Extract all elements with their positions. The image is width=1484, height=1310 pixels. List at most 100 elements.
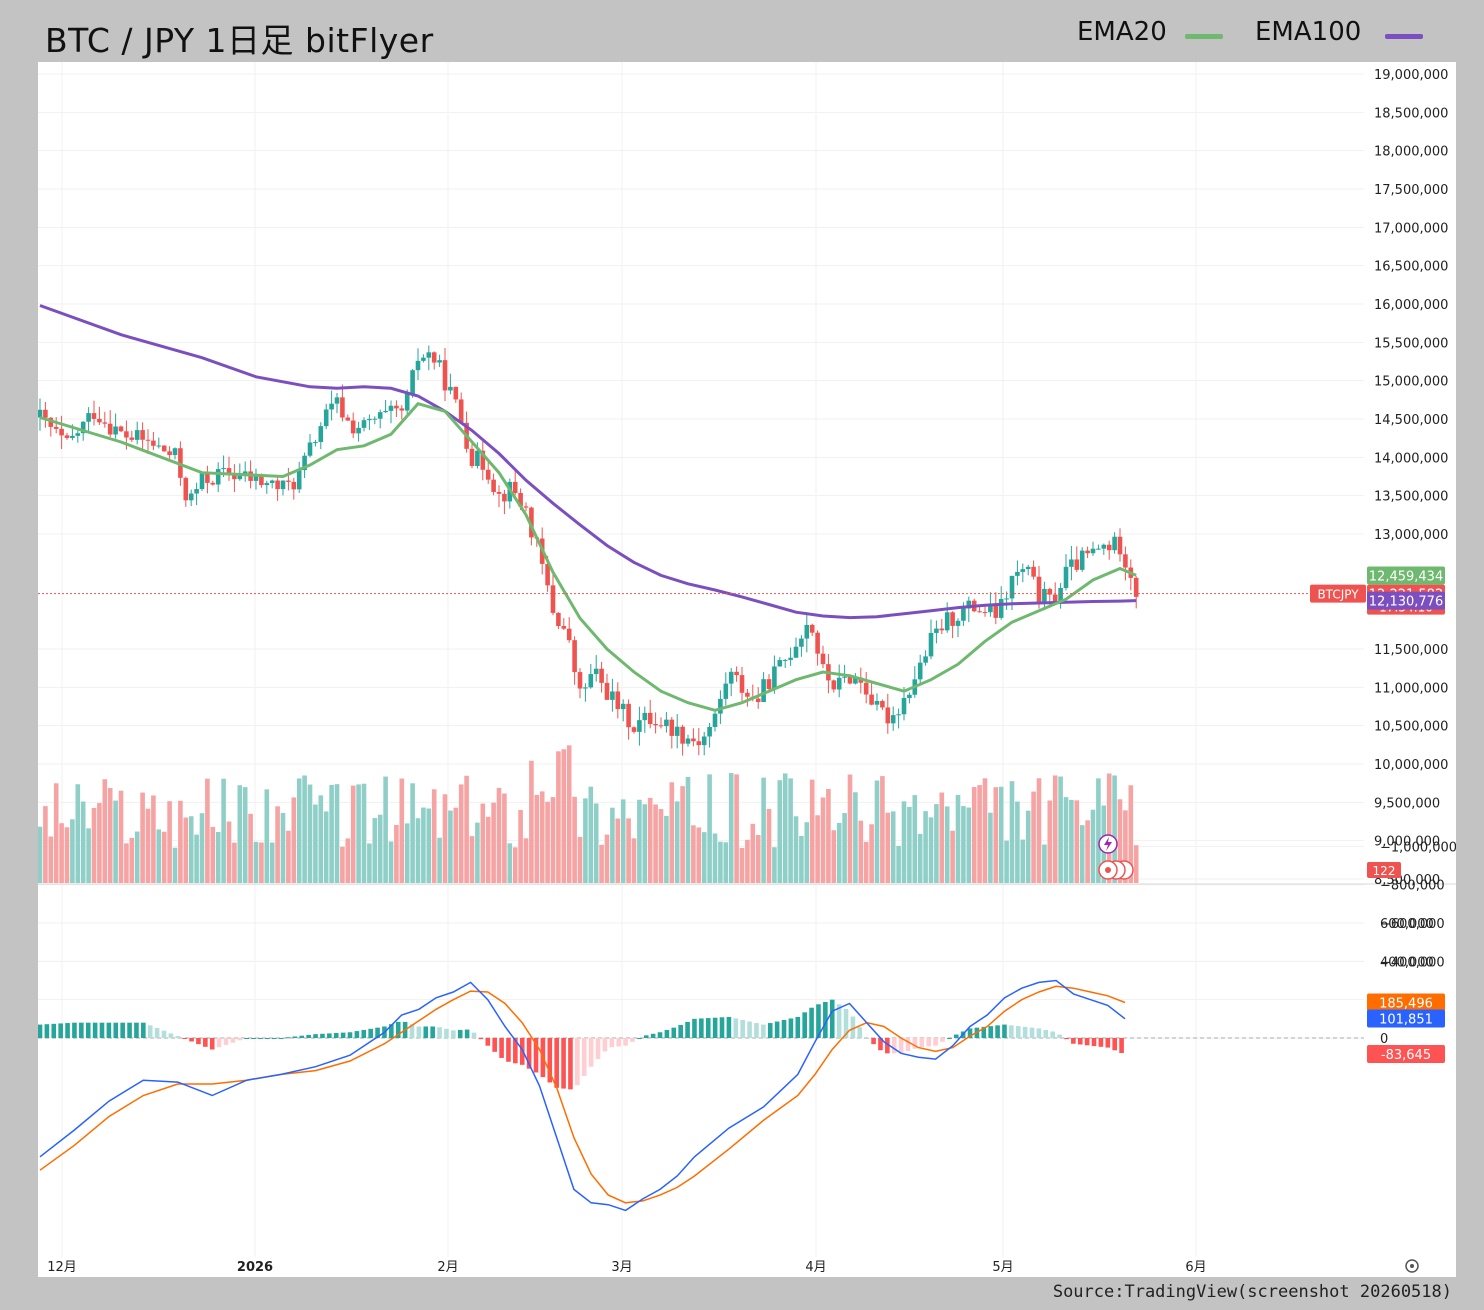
candle-body xyxy=(842,676,847,678)
volume-bar xyxy=(1058,776,1063,883)
candle-body xyxy=(1133,577,1139,597)
macd-histogram-bar xyxy=(1029,1027,1035,1038)
settings-icon[interactable] xyxy=(1405,1259,1419,1273)
macd-histogram-bar xyxy=(72,1022,77,1038)
volume-bar xyxy=(80,801,86,883)
candle-body xyxy=(43,409,48,418)
volume-bar xyxy=(188,816,194,883)
volume-bar xyxy=(847,774,853,883)
volume-bar xyxy=(1063,797,1069,883)
chart-area[interactable]: 19,000,000 18,500,000 18,000,000 17,500,000… xyxy=(37,62,1457,1277)
candle-body xyxy=(410,370,415,394)
volume-bar xyxy=(539,791,545,883)
macd-line xyxy=(39,979,1126,1212)
macd-histogram-bar xyxy=(216,1038,222,1048)
macd-histogram-bar xyxy=(588,1038,594,1067)
candle-body xyxy=(426,352,432,358)
volume-bar xyxy=(777,780,783,883)
settings-icon-center[interactable] xyxy=(1410,1264,1414,1268)
volume-bar xyxy=(361,783,367,883)
volume-bar xyxy=(993,787,999,883)
candle-body xyxy=(745,692,750,697)
macd-histogram-bar xyxy=(747,1021,752,1038)
volume-bar xyxy=(64,827,70,883)
macd-tick-label: 0 xyxy=(1380,1032,1388,1047)
macd-tick-label: −1,000,000 xyxy=(1380,840,1456,855)
volume-bar xyxy=(944,806,950,883)
candle-body xyxy=(982,612,988,614)
candle-body xyxy=(772,666,777,689)
candle-body xyxy=(469,448,475,466)
candle-body xyxy=(723,683,729,699)
macd-histogram-bar xyxy=(292,1036,298,1038)
volume-bar xyxy=(431,789,437,883)
macd-histogram-bar xyxy=(106,1022,112,1038)
candle-body xyxy=(388,405,394,411)
volume-bar xyxy=(799,835,804,883)
volume-bar xyxy=(48,836,54,883)
legend-ema100-label: EMA100 xyxy=(1255,17,1362,47)
volume-bar xyxy=(842,813,847,883)
price-tick-label: 10,500,000 xyxy=(1374,720,1448,735)
volume-bar xyxy=(782,773,788,883)
volume-bar xyxy=(745,839,750,883)
macd-histogram-bar xyxy=(871,1038,876,1045)
volume-bar xyxy=(199,813,205,883)
volume-bar xyxy=(167,801,172,883)
macd-histogram-bar xyxy=(306,1034,311,1038)
candle-body xyxy=(998,598,1004,618)
volume-bar xyxy=(907,807,912,883)
candle-body xyxy=(604,682,610,700)
candle-body xyxy=(577,672,583,689)
candle-body xyxy=(37,409,43,418)
chart-svg[interactable]: 19,000,000 18,500,000 18,000,000 17,500,000… xyxy=(37,62,1457,1277)
candle-body xyxy=(140,430,145,440)
volume-bar xyxy=(680,786,685,883)
volume-bar xyxy=(1074,800,1080,883)
candle-body xyxy=(950,612,955,626)
volume-bar xyxy=(340,846,345,883)
volume-bar xyxy=(523,838,529,883)
volume-bar xyxy=(421,807,426,883)
candle-body xyxy=(815,632,820,654)
candle-body xyxy=(550,585,556,613)
macd-histogram-bar xyxy=(395,1021,401,1038)
time-tick-label: 12月 xyxy=(47,1260,77,1275)
candle-body xyxy=(561,626,567,629)
candle-body xyxy=(1009,575,1015,599)
volume-bar xyxy=(529,760,534,883)
volume-bar xyxy=(917,833,923,883)
candle-body xyxy=(485,469,491,480)
volume-bar xyxy=(588,786,594,883)
time-tick-label: 4月 xyxy=(805,1260,826,1275)
candle-body xyxy=(275,480,280,490)
candle-body xyxy=(302,455,307,471)
macd-histogram-bar xyxy=(258,1038,263,1039)
macd-histogram-bar xyxy=(1009,1025,1014,1038)
candle-body xyxy=(718,698,723,714)
macd-histogram-bar xyxy=(761,1024,766,1038)
volume-bar xyxy=(151,795,156,883)
volume-bar xyxy=(367,843,372,883)
volume-bar xyxy=(512,847,518,883)
volume-bar xyxy=(631,838,637,883)
volume-bar xyxy=(70,819,75,883)
candle-body xyxy=(431,352,437,363)
macd-histogram-bar xyxy=(471,1032,477,1038)
macd-histogram-bar xyxy=(85,1022,91,1038)
volume-bar xyxy=(707,774,712,883)
volume-bar xyxy=(161,831,167,883)
macd-histogram-bar xyxy=(1098,1038,1104,1047)
candle-body xyxy=(215,469,221,485)
volume-bar xyxy=(97,803,102,883)
macd-histogram-bar xyxy=(423,1026,429,1038)
volume-bar xyxy=(286,830,291,883)
volume-bar xyxy=(723,842,729,883)
volume-bar xyxy=(691,825,696,883)
flash-icon-glyph xyxy=(1104,837,1112,851)
volume-bar xyxy=(950,830,955,883)
candle-body xyxy=(712,713,718,727)
candle-body xyxy=(480,450,486,470)
volume-bar xyxy=(75,784,81,883)
candle-body xyxy=(939,628,945,631)
